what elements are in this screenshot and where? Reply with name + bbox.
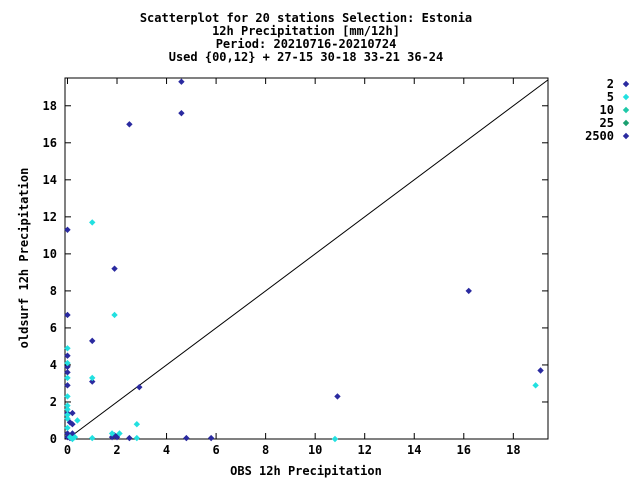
data-point <box>64 424 71 432</box>
y-tick-label: 12 <box>43 210 57 224</box>
y-tick-label: 6 <box>50 321 57 335</box>
data-point <box>133 434 141 442</box>
x-tick-label: 14 <box>407 443 421 457</box>
y-tick-label: 8 <box>50 284 57 298</box>
legend-marker <box>622 80 630 88</box>
y-tick-label: 14 <box>43 173 57 187</box>
data-point <box>108 433 116 441</box>
x-tick-label: 4 <box>163 443 170 457</box>
title-line: Scatterplot for 20 stations Selection: E… <box>140 11 472 25</box>
data-point <box>183 434 190 442</box>
data-point <box>64 374 71 382</box>
diagonal-line-group <box>67 79 549 440</box>
data-point <box>111 265 118 272</box>
x-tick-label: 0 <box>64 443 71 457</box>
title-line: 12h Precipitation [mm/12h] <box>212 24 400 38</box>
legend-marker <box>622 119 630 127</box>
data-point <box>64 406 71 413</box>
data-point <box>207 434 215 442</box>
legend-marker <box>622 93 630 101</box>
data-point <box>126 121 133 128</box>
legend-marker <box>622 106 630 114</box>
data-point <box>89 337 96 345</box>
y-tick-label: 16 <box>43 136 57 150</box>
data-point <box>108 430 116 437</box>
data-point <box>69 420 76 428</box>
data-point <box>64 393 71 400</box>
data-point <box>64 311 71 319</box>
plot-frame <box>64 77 549 440</box>
data-point <box>64 226 71 234</box>
y-axis-label: oldsurf 12h Precipitation <box>17 168 31 349</box>
data-point <box>64 402 71 409</box>
data-point <box>74 417 81 424</box>
chart-title-block: Scatterplot for 20 stations Selection: E… <box>140 11 472 64</box>
legend-label: 2 <box>607 77 614 91</box>
y-tick-label: 0 <box>50 432 57 446</box>
y-tick-label: 2 <box>50 395 57 409</box>
legend-marker <box>622 132 630 140</box>
data-point <box>89 378 96 385</box>
x-tick-label: 8 <box>262 443 269 457</box>
x-tick-label: 6 <box>212 443 219 457</box>
x-tick-label: 2 <box>113 443 120 457</box>
data-point <box>111 311 118 319</box>
data-point <box>64 352 71 359</box>
data-point <box>64 369 71 376</box>
legend-label: 2500 <box>585 129 614 143</box>
diagonal-line <box>67 79 549 440</box>
axis-ticks: 0 2 4 6 8 10 12 14 16 18 0 2 4 6 8 10 12 14 16 18 <box>43 78 548 457</box>
legend-label: 5 <box>607 90 614 104</box>
title-line: Period: 20210716-20210724 <box>216 37 397 51</box>
data-point <box>64 345 71 352</box>
data-point <box>89 374 96 382</box>
x-tick-label: 10 <box>308 443 322 457</box>
data-point <box>126 434 133 442</box>
legend-label: 10 <box>600 103 614 117</box>
data-point <box>331 435 339 443</box>
data-point <box>69 435 76 443</box>
data-point <box>89 219 96 226</box>
data-points <box>64 78 544 443</box>
data-point <box>89 434 96 442</box>
data-point <box>136 383 143 391</box>
data-point <box>465 287 472 295</box>
data-point <box>64 415 71 422</box>
x-tick-label: 12 <box>357 443 371 457</box>
data-point <box>116 430 123 437</box>
data-point <box>64 411 71 419</box>
title-line: Used {00,12} + 27-15 30-18 33-21 36-24 <box>169 50 444 64</box>
x-tick-label: 16 <box>457 443 471 457</box>
y-tick-label: 18 <box>43 99 57 113</box>
data-point <box>178 109 185 117</box>
x-axis-label: OBS 12h Precipitation <box>230 464 382 478</box>
y-tick-label: 10 <box>43 247 57 261</box>
x-tick-label: 18 <box>506 443 520 457</box>
data-point <box>64 382 71 389</box>
data-point <box>532 382 539 389</box>
y-tick-label: 4 <box>50 358 57 372</box>
data-point <box>64 363 71 370</box>
data-point <box>64 359 71 367</box>
data-point <box>537 367 544 374</box>
data-point <box>133 420 141 428</box>
data-point <box>178 78 185 85</box>
data-point <box>334 393 341 400</box>
legend-label: 25 <box>600 116 614 130</box>
data-point <box>69 409 76 417</box>
